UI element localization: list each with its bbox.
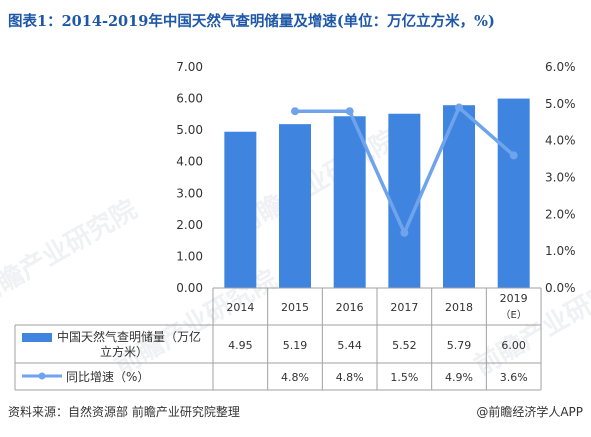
category-label: 2016 [336,301,364,314]
table-cell-value: 1.5% [390,371,418,384]
watermark-text: 前瞻产业研究院 [0,194,142,312]
bar [224,131,257,288]
right-tick-label: 4.0% [545,134,576,148]
line-point [509,151,518,160]
left-axis-ticks: 0.00 1.00 2.00 3.00 4.00 5.00 6.00 7.00 [176,60,203,295]
table-cell-value: 4.8% [281,371,309,384]
left-tick-label: 0.00 [176,281,203,295]
right-tick-label: 5.0% [545,97,576,111]
table-cell-value: 4.95 [228,339,253,352]
right-axis-ticks: 0.0% 1.0% 2.0% 3.0% 4.0% 5.0% 6.0% [545,60,576,295]
line-point [291,107,300,116]
line-point [345,107,354,116]
data-table: 2014 2015 2016 2017 2018 2019 （E） 中国天然气查明储量（万亿立… [14,287,542,391]
right-tick-label: 1.0% [545,244,576,258]
left-tick-label: 6.00 [176,92,203,106]
left-tick-label: 3.00 [176,186,203,200]
bar [388,113,421,289]
right-tick-label: 0.0% [545,281,576,295]
legend-bar-label: 中国天然气查明储量（万亿 [57,329,201,344]
bar-series [224,98,530,289]
category-label: （E） [501,309,527,321]
table-cell-value: 5.52 [392,339,417,352]
brand-credit: @前瞻经济学人APP [476,404,583,419]
left-tick-label: 4.00 [176,155,203,169]
bar [333,116,366,288]
category-label: 2015 [281,301,309,314]
legend-line-marker [38,372,46,380]
category-label: 2018 [445,301,473,314]
right-tick-label: 3.0% [545,171,576,185]
table-cell-value: 3.6% [500,371,528,384]
left-tick-label: 1.00 [176,249,203,263]
category-label: 2014 [226,301,254,314]
legend-bar-swatch [22,333,52,342]
bar [279,124,312,288]
category-label: 2017 [390,301,418,314]
table-cell-value: 4.9% [445,371,473,384]
table-cell-value: 4.8% [336,371,364,384]
bar [497,98,530,288]
line-point [455,103,464,112]
line-series [291,103,518,237]
legend-bar-label: 立方米） [100,344,148,359]
line-point [400,228,409,237]
table-cell-value: 5.19 [283,339,308,352]
left-tick-label: 2.00 [176,218,203,232]
table-cell-value: 5.79 [447,339,472,352]
source-note: 资料来源：自然资源部 前瞻产业研究院整理 [8,404,240,419]
table-cell-value: 6.00 [501,339,526,352]
right-tick-label: 2.0% [545,207,576,221]
left-tick-label: 5.00 [176,123,203,137]
right-tick-label: 6.0% [545,60,576,74]
category-label: 2019 [500,292,528,305]
legend-line-label: 同比增速（%） [66,370,149,384]
table-cell-value: 5.44 [337,339,362,352]
chart-title: 图表1：2014-2019年中国天然气查明储量及增速(单位：万亿立方米，%) [8,12,495,30]
left-tick-label: 7.00 [176,60,203,74]
